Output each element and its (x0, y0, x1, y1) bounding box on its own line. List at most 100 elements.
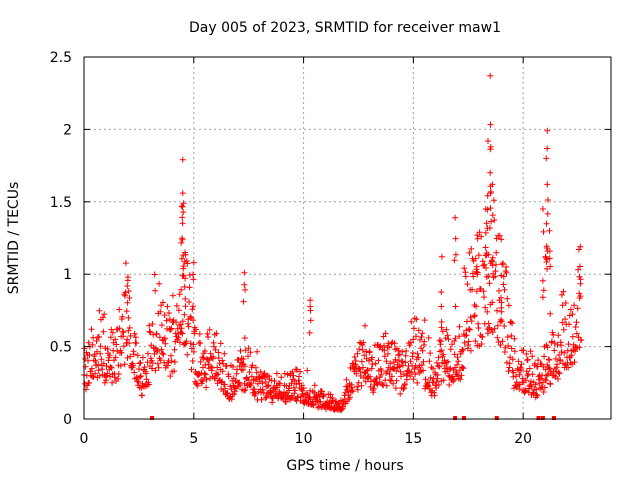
data-point (550, 331, 557, 338)
x-tick-label: 20 (514, 431, 532, 447)
data-point (163, 317, 170, 324)
data-point (496, 232, 503, 239)
data-point (455, 358, 462, 365)
data-point (207, 363, 214, 370)
data-point (498, 304, 505, 311)
data-point (474, 232, 481, 239)
data-point (435, 362, 442, 369)
data-point (413, 316, 420, 323)
data-point (544, 197, 551, 203)
data-point (503, 264, 510, 270)
data-point (210, 353, 217, 360)
data-point (152, 287, 159, 294)
data-point (177, 339, 183, 346)
data-point (89, 341, 96, 348)
data-point (440, 377, 447, 384)
data-point (573, 330, 580, 337)
data-point (437, 338, 444, 345)
data-point (127, 332, 134, 339)
data-point (97, 343, 104, 350)
y-tick-label: 1 (63, 267, 72, 283)
data-point (546, 365, 553, 372)
data-point (182, 249, 188, 256)
data-point (558, 349, 565, 355)
data-point (509, 356, 516, 363)
data-point (393, 377, 400, 384)
data-point (120, 343, 127, 350)
data-point (201, 348, 208, 354)
data-point (212, 346, 219, 353)
data-point (160, 299, 166, 306)
data-point (190, 341, 197, 348)
data-point (307, 387, 314, 394)
data-point (506, 360, 513, 367)
data-point (101, 379, 108, 386)
data-point (212, 375, 219, 382)
data-point (109, 379, 116, 386)
data-point (185, 323, 192, 330)
data-point (391, 340, 398, 347)
data-point (469, 286, 476, 293)
data-point (566, 321, 572, 328)
data-point (484, 225, 491, 232)
data-point (318, 388, 325, 395)
data-point (368, 378, 374, 385)
data-point (186, 299, 193, 305)
data-point (480, 288, 487, 295)
data-point (126, 294, 133, 301)
data-point (468, 245, 475, 252)
data-point (95, 361, 102, 368)
data-point (565, 341, 572, 348)
data-point (320, 391, 327, 398)
data-point (385, 340, 392, 347)
data-point (533, 391, 540, 398)
data-point (101, 311, 108, 318)
data-point (522, 388, 529, 395)
data-point (471, 312, 478, 319)
data-point (431, 392, 438, 399)
data-point (143, 370, 150, 377)
data-point (370, 385, 377, 392)
data-point (540, 389, 547, 395)
data-point (543, 377, 549, 384)
data-point (427, 350, 434, 357)
data-point (232, 388, 238, 395)
data-point (372, 360, 379, 367)
data-point (327, 391, 334, 398)
data-point (262, 395, 269, 402)
data-point (156, 280, 163, 287)
data-point (218, 378, 225, 385)
data-point (242, 386, 249, 393)
data-point (145, 350, 151, 357)
data-point (516, 371, 523, 378)
data-point (536, 380, 543, 387)
data-point (125, 288, 132, 295)
data-point (107, 364, 114, 370)
data-point (489, 212, 496, 219)
data-point (496, 287, 502, 294)
data-point (139, 392, 146, 399)
axis-ticks: 0 5 10 15 20 0 0.5 1 1.5 2 2.5 (50, 50, 611, 447)
data-point (241, 387, 248, 394)
data-point (160, 351, 167, 358)
data-point (452, 251, 459, 258)
data-point (116, 306, 123, 313)
data-point (468, 318, 475, 325)
y-tick-label: 2.5 (50, 50, 72, 66)
data-point (492, 268, 499, 275)
data-point (215, 349, 222, 356)
data-point (273, 370, 280, 377)
data-point (92, 370, 99, 377)
data-point (516, 386, 523, 392)
data-point (300, 393, 306, 400)
data-point (307, 307, 314, 314)
data-point (182, 295, 189, 302)
data-point (307, 297, 314, 304)
data-point (180, 263, 187, 270)
data-point (294, 366, 300, 373)
y-tick-label: 0.5 (50, 340, 72, 356)
data-point (396, 363, 403, 370)
data-point (395, 347, 402, 354)
data-point (96, 333, 102, 340)
